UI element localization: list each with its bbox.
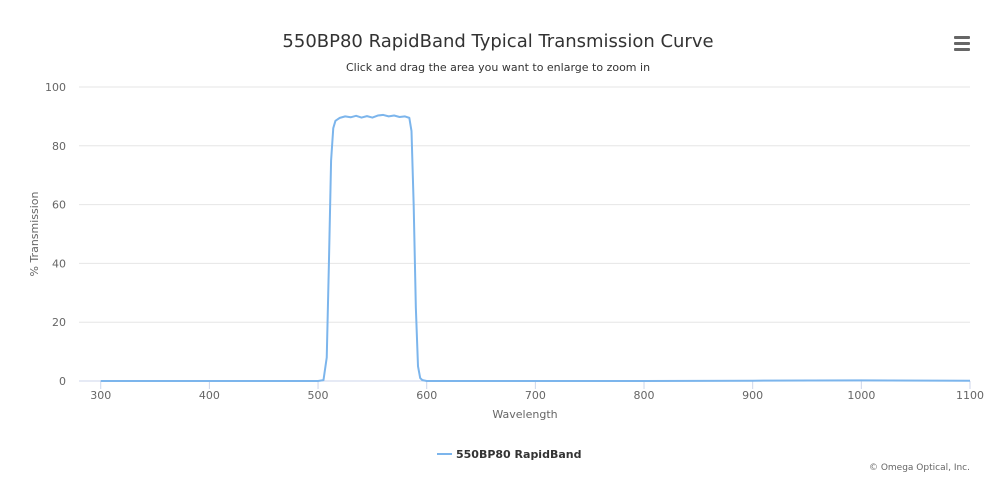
legend[interactable]: 550BP80 RapidBand bbox=[437, 448, 581, 461]
legend-series-label[interactable]: 550BP80 RapidBand bbox=[456, 448, 581, 461]
x-tick-label: 800 bbox=[634, 389, 655, 402]
x-tick-label: 500 bbox=[308, 389, 329, 402]
x-tick-label: 1000 bbox=[847, 389, 875, 402]
series-line[interactable] bbox=[100, 113, 971, 382]
grid-lines bbox=[79, 86, 970, 323]
y-tick-label: 60 bbox=[52, 199, 66, 212]
chart-subtitle: Click and drag the area you want to enla… bbox=[346, 61, 650, 74]
x-tick-label: 900 bbox=[742, 389, 763, 402]
credits-text[interactable]: © Omega Optical, Inc. bbox=[869, 463, 970, 473]
y-tick-label: 100 bbox=[45, 81, 66, 94]
chart-title: 550BP80 RapidBand Typical Transmission C… bbox=[282, 31, 713, 52]
x-tick-label: 700 bbox=[525, 389, 546, 402]
hamburger-menu-icon[interactable] bbox=[948, 32, 976, 54]
x-tick-label: 400 bbox=[199, 389, 220, 402]
x-tick-label: 1100 bbox=[956, 389, 984, 402]
y-axis-ticks: 0 20 40 60 80 100 bbox=[45, 81, 66, 388]
y-tick-label: 80 bbox=[52, 140, 66, 153]
series-layer[interactable] bbox=[100, 113, 971, 382]
y-tick-label: 0 bbox=[59, 375, 66, 388]
x-tick-label: 600 bbox=[416, 389, 437, 402]
y-tick-label: 40 bbox=[52, 257, 66, 270]
x-axis-title: Wavelength bbox=[492, 408, 557, 421]
y-axis-title: % Transmission bbox=[28, 191, 41, 276]
x-axis-ticks: 300 400 500 600 700 800 900 1000 1100 bbox=[90, 381, 984, 402]
y-tick-label: 20 bbox=[52, 316, 66, 329]
x-tick-label: 300 bbox=[90, 389, 111, 402]
